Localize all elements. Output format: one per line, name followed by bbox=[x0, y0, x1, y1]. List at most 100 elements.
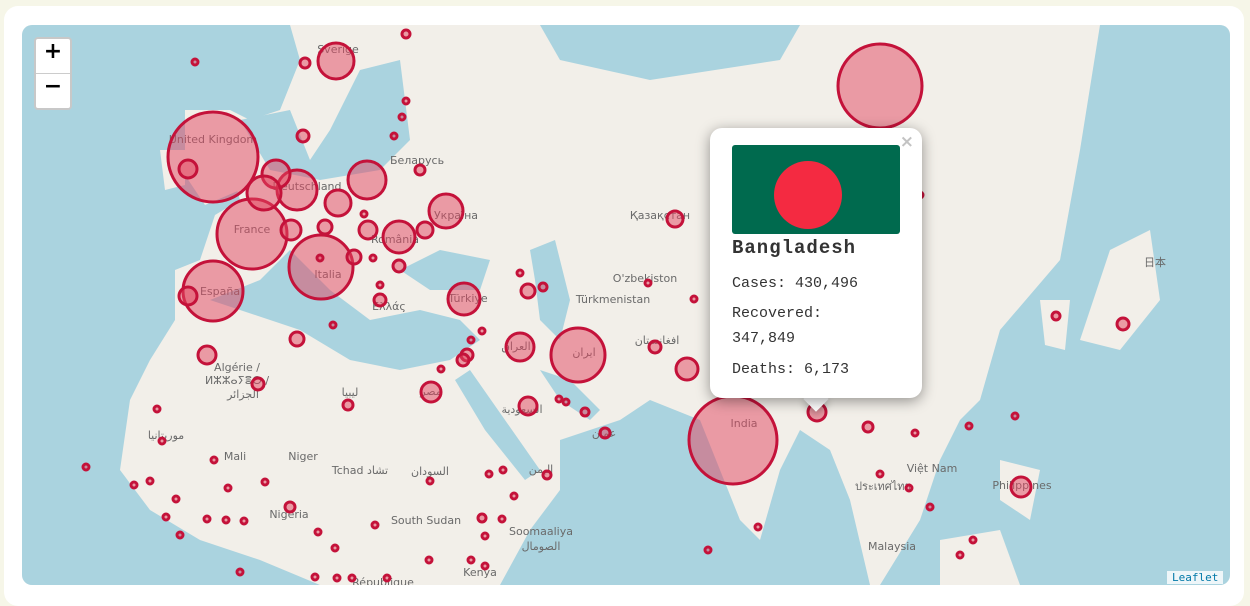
case-marker bbox=[836, 42, 924, 130]
map-canvas: SverigeUnited KingdomБеларусьDeutschland… bbox=[22, 25, 1230, 585]
case-marker bbox=[316, 41, 356, 81]
sea bbox=[540, 25, 800, 80]
map-label: Kenya bbox=[463, 566, 497, 579]
case-marker bbox=[341, 398, 355, 412]
case-marker bbox=[157, 436, 167, 446]
case-marker bbox=[1115, 316, 1131, 332]
case-marker bbox=[687, 394, 779, 486]
case-marker bbox=[703, 545, 713, 555]
case-marker bbox=[466, 335, 476, 345]
case-marker bbox=[330, 543, 340, 553]
case-marker bbox=[397, 112, 407, 122]
case-marker bbox=[190, 57, 200, 67]
map-label: Tchad تشاد bbox=[331, 464, 388, 477]
case-marker bbox=[515, 268, 525, 278]
flag-disc bbox=[774, 161, 842, 229]
case-marker bbox=[537, 281, 549, 293]
map-label: ประเทศไทย bbox=[855, 480, 911, 493]
case-marker bbox=[389, 131, 399, 141]
zoom-in[interactable]: + bbox=[43, 39, 63, 64]
sea bbox=[210, 250, 480, 370]
case-marker bbox=[598, 426, 612, 440]
map-label: Беларусь bbox=[390, 154, 444, 167]
case-marker bbox=[955, 550, 965, 560]
case-marker bbox=[287, 233, 355, 301]
case-marker bbox=[400, 28, 412, 40]
map-label: الصومال bbox=[522, 540, 561, 553]
country-name: Bangladesh bbox=[732, 237, 857, 259]
cases: Cases: 430,496 bbox=[732, 275, 859, 292]
case-marker bbox=[476, 512, 488, 524]
case-marker bbox=[370, 520, 380, 530]
case-marker bbox=[517, 395, 539, 417]
zoom-out[interactable]: − bbox=[36, 73, 70, 108]
case-marker bbox=[298, 56, 312, 70]
case-marker bbox=[345, 248, 363, 266]
popup-close[interactable]: × bbox=[899, 132, 914, 152]
case-marker bbox=[415, 220, 435, 240]
case-marker bbox=[1009, 475, 1033, 499]
case-marker bbox=[171, 494, 181, 504]
map-label: Niger bbox=[288, 450, 318, 463]
sea bbox=[22, 25, 320, 585]
case-marker bbox=[466, 555, 476, 565]
case-marker bbox=[239, 516, 249, 526]
case-marker bbox=[427, 192, 465, 230]
map-label: Nigeria bbox=[269, 508, 308, 521]
case-marker bbox=[279, 218, 303, 242]
attribution[interactable]: Leaflet bbox=[1167, 571, 1224, 584]
map-label: 日本 bbox=[1144, 255, 1166, 269]
land bbox=[940, 530, 1020, 585]
map[interactable]: SverigeUnited KingdomБеларусьDeutschland… bbox=[22, 25, 1230, 585]
case-marker bbox=[166, 110, 260, 204]
case-marker bbox=[541, 469, 553, 481]
case-marker bbox=[497, 514, 507, 524]
case-marker bbox=[310, 572, 320, 582]
map-label: Türkmenistan bbox=[575, 293, 650, 306]
case-marker bbox=[347, 573, 357, 583]
sea bbox=[240, 60, 410, 180]
case-marker bbox=[968, 535, 978, 545]
case-marker bbox=[129, 480, 139, 490]
case-marker bbox=[424, 555, 434, 565]
map-label: Algérie / bbox=[214, 361, 260, 374]
map-label: ليبيا bbox=[342, 386, 359, 399]
case-marker bbox=[401, 96, 411, 106]
land bbox=[1040, 300, 1070, 350]
case-marker bbox=[177, 285, 199, 307]
case-marker bbox=[323, 188, 353, 218]
case-marker bbox=[643, 278, 653, 288]
case-marker bbox=[357, 219, 379, 241]
map-label: Việt Nam bbox=[907, 462, 958, 475]
case-marker bbox=[904, 483, 914, 493]
case-marker bbox=[875, 469, 885, 479]
case-marker bbox=[81, 462, 91, 472]
map-label: South Sudan bbox=[391, 514, 461, 527]
case-marker bbox=[925, 502, 935, 512]
case-marker bbox=[579, 406, 591, 418]
case-marker bbox=[368, 253, 378, 263]
case-marker bbox=[436, 364, 446, 374]
map-label: Mali bbox=[224, 450, 246, 463]
case-marker bbox=[202, 514, 212, 524]
case-marker bbox=[425, 476, 435, 486]
case-marker bbox=[177, 158, 199, 180]
case-marker bbox=[382, 573, 392, 583]
case-marker bbox=[480, 531, 490, 541]
case-marker bbox=[313, 527, 323, 537]
popup: × Bangladesh Cases: 430,496 Recovered: 3… bbox=[710, 128, 922, 398]
map-label: السودان bbox=[411, 465, 449, 478]
case-marker bbox=[375, 280, 385, 290]
case-marker bbox=[161, 512, 171, 522]
case-marker bbox=[561, 397, 571, 407]
case-marker bbox=[283, 500, 297, 514]
case-marker bbox=[391, 258, 407, 274]
flag bbox=[732, 145, 900, 234]
case-marker bbox=[145, 476, 155, 486]
case-marker bbox=[1010, 411, 1020, 421]
case-marker bbox=[477, 326, 487, 336]
case-marker bbox=[260, 477, 270, 487]
map-label: موريتانيا bbox=[148, 429, 184, 442]
case-marker bbox=[498, 465, 508, 475]
map-label: O'zbekiston bbox=[613, 272, 677, 285]
